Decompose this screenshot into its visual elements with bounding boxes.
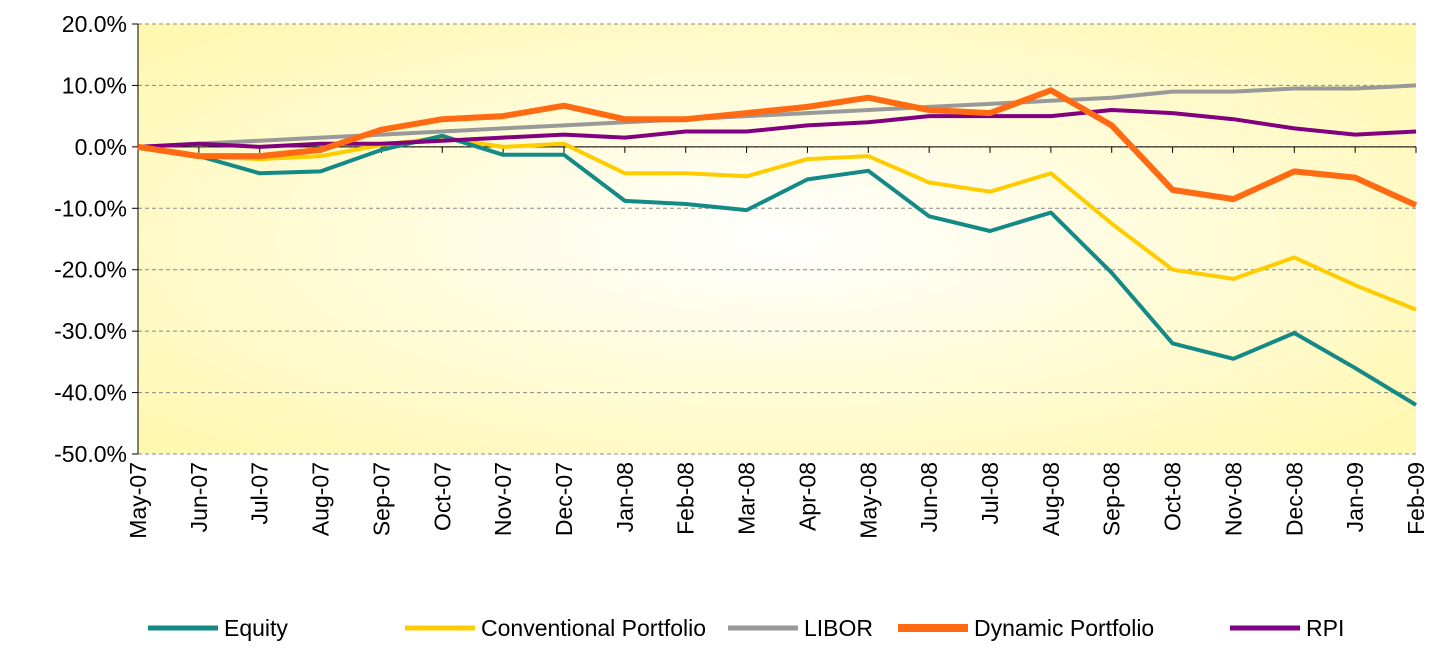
x-tick-label: Jun-08 bbox=[916, 462, 942, 532]
x-tick-label: Jan-09 bbox=[1342, 462, 1368, 532]
y-tick-label: 10.0% bbox=[62, 72, 127, 98]
x-tick-label: Oct-07 bbox=[429, 462, 455, 531]
plot-area bbox=[138, 24, 1416, 454]
series-line bbox=[137, 87, 1418, 208]
labels: -50.0% -40.0% -30.0% -20.0% -10.0% 0.0% 10.0% 2… bbox=[54, 11, 1429, 539]
x-tick-label: Jan-08 bbox=[612, 462, 638, 532]
lines bbox=[137, 83, 1418, 407]
y-tick-label: 20.0% bbox=[62, 11, 127, 37]
x-tick-label: Sep-08 bbox=[1099, 462, 1125, 536]
y-tick-label: -30.0% bbox=[54, 318, 127, 344]
x-tick-label: Jul-07 bbox=[247, 462, 273, 525]
legend-label: Equity bbox=[224, 615, 288, 641]
legend-label: RPI bbox=[1306, 615, 1344, 641]
x-tick-label: Aug-08 bbox=[1038, 462, 1064, 536]
legend-label: Conventional Portfolio bbox=[481, 615, 706, 641]
x-tick-label: Oct-08 bbox=[1160, 462, 1186, 531]
series-line bbox=[137, 133, 1418, 407]
x-tick-label: Feb-09 bbox=[1403, 462, 1429, 535]
y-tick-label: -10.0% bbox=[54, 195, 127, 221]
x-tick-label: May-07 bbox=[125, 462, 151, 539]
x-tick-label: Sep-07 bbox=[368, 462, 394, 536]
x-tick-label: Nov-07 bbox=[490, 462, 516, 536]
x-tick-label: Jul-08 bbox=[977, 462, 1003, 525]
series-line bbox=[137, 83, 1417, 149]
legend-label: LIBOR bbox=[804, 615, 873, 641]
x-tick-label: Dec-08 bbox=[1281, 462, 1307, 536]
x-tick-label: Feb-08 bbox=[673, 462, 699, 535]
x-tick-label: May-08 bbox=[855, 462, 881, 539]
x-tick-label: Nov-08 bbox=[1220, 462, 1246, 536]
y-tick-label: -50.0% bbox=[54, 441, 127, 467]
series-line bbox=[137, 135, 1417, 312]
legend: Equity Conventional Portfolio LIBOR Dynamic… bbox=[148, 615, 1344, 641]
y-tick-label: -20.0% bbox=[54, 257, 127, 283]
series-line bbox=[137, 108, 1417, 149]
x-tick-label: Jun-07 bbox=[186, 462, 212, 532]
x-tick-label: Mar-08 bbox=[734, 462, 760, 535]
y-tick-label: 0.0% bbox=[75, 134, 127, 160]
x-tick-label: Dec-07 bbox=[551, 462, 577, 536]
x-tick-label: Aug-07 bbox=[308, 462, 334, 536]
legend-label: Dynamic Portfolio bbox=[974, 615, 1154, 641]
x-tick-label: Apr-08 bbox=[794, 462, 820, 531]
y-tick-label: -40.0% bbox=[54, 380, 127, 406]
